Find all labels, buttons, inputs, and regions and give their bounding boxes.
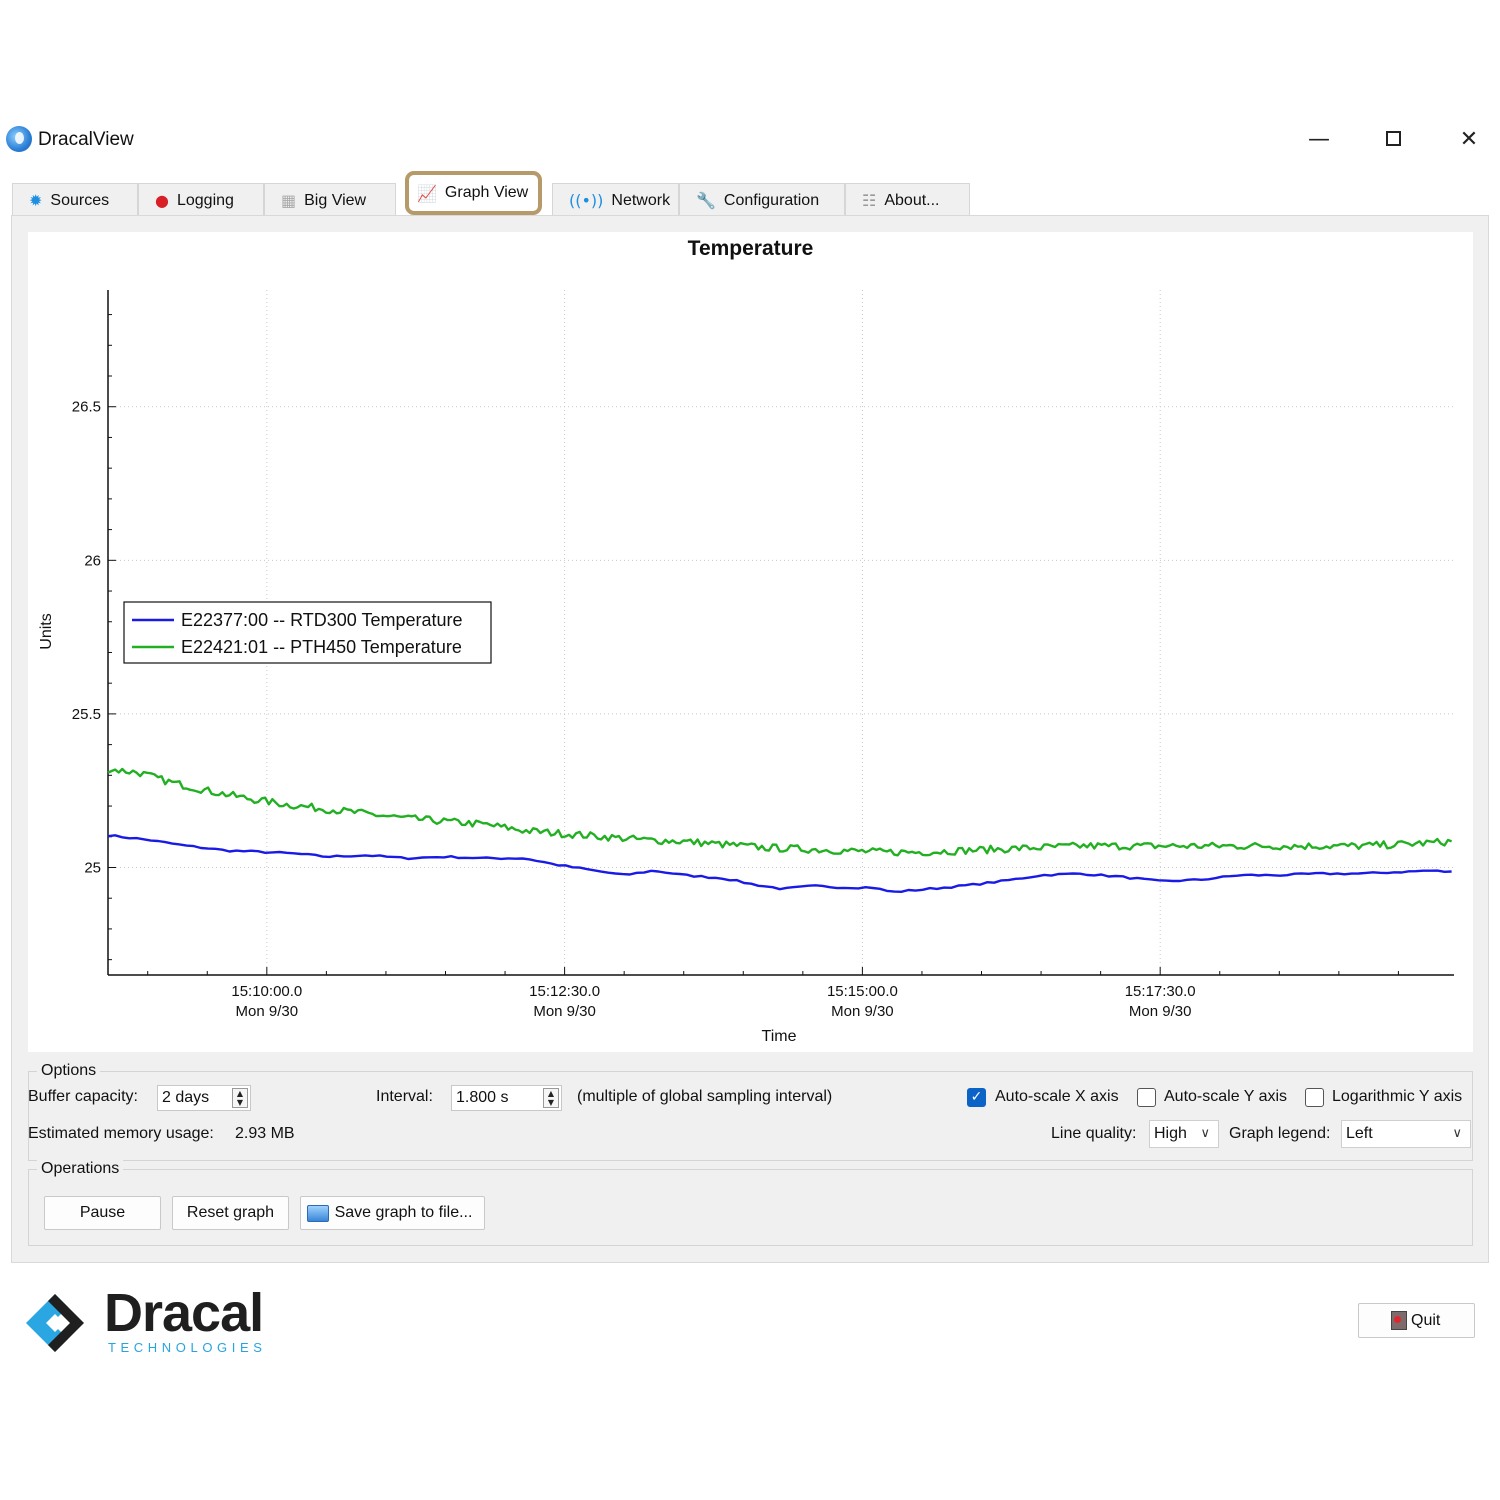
legend-entry: E22421:01 -- PTH450 Temperature <box>181 637 462 657</box>
interval-note: (multiple of global sampling interval) <box>577 1088 833 1105</box>
tab-logging[interactable]: ● Logging <box>138 183 264 217</box>
tab-big-view-label: Big View <box>304 191 367 209</box>
about-icon: ☷ <box>862 191 877 210</box>
line-quality-label: Line quality: <box>1051 1125 1137 1142</box>
memory-usage-value: 2.93 MB <box>235 1125 295 1142</box>
y-tick-label: 26 <box>84 552 101 569</box>
chevron-down-icon: ∨ <box>1452 1126 1462 1141</box>
minimize-button[interactable]: — <box>1308 127 1330 152</box>
save-graph-button[interactable]: Save graph to file... <box>300 1196 485 1230</box>
quit-label: Quit <box>1411 1312 1441 1329</box>
save-graph-label: Save graph to file... <box>334 1204 473 1221</box>
logo-word: Dracal <box>104 1283 264 1343</box>
buffer-capacity-value: 2 days <box>162 1089 210 1106</box>
tab-big-view[interactable]: ▦ Big View <box>264 183 396 217</box>
x-tick-label-time: 15:12:30.0 <box>529 983 600 1000</box>
tab-strip: ✹ Sources ● Logging ▦ Big View 📈 Graph V… <box>12 171 972 217</box>
app-window: DracalView — ✕ ✹ Sources ● Logging ▦ Big… <box>0 115 1500 1385</box>
buffer-capacity-label: Buffer capacity: <box>28 1088 138 1105</box>
options-title: Options <box>37 1062 101 1080</box>
legend-box <box>123 601 492 664</box>
x-tick-label-date: Mon 9/30 <box>831 1003 894 1020</box>
y-axis-label: Units <box>38 613 55 649</box>
legend-entry: E22377:00 -- RTD300 Temperature <box>181 610 463 630</box>
graph-view-panel: Temperature 15:10:00.0 Mon 9/30 15:12:30.0… <box>11 215 1489 1263</box>
tab-graph-view[interactable]: 📈 Graph View <box>405 171 542 215</box>
maximize-icon <box>1385 130 1401 146</box>
tab-configuration[interactable]: 🔧 Configuration <box>679 183 845 217</box>
tab-about[interactable]: ☷ About... <box>845 183 970 217</box>
autoscale-x-checkbox[interactable]: ✓ <box>967 1088 986 1107</box>
pause-button[interactable]: Pause <box>44 1196 161 1230</box>
x-tick-label-date: Mon 9/30 <box>1129 1003 1192 1020</box>
memory-usage-label: Estimated memory usage: <box>28 1125 214 1142</box>
x-axis-label: Time <box>762 1028 797 1045</box>
wrench-icon: 🔧 <box>696 191 716 210</box>
log-y-checkbox[interactable] <box>1305 1088 1324 1107</box>
title-bar: DracalView — ✕ <box>0 115 1500 165</box>
line-quality-select[interactable]: High ∨ <box>1149 1120 1219 1148</box>
tab-configuration-label: Configuration <box>723 191 820 209</box>
chevron-down-icon: ∨ <box>1200 1126 1210 1141</box>
app-logo-icon <box>6 126 32 152</box>
graph-legend-label: Graph legend: <box>1229 1125 1331 1142</box>
quit-button[interactable]: Quit <box>1358 1303 1475 1338</box>
x-tick-label-date: Mon 9/30 <box>533 1003 596 1020</box>
save-folder-icon <box>307 1205 329 1222</box>
y-tick-label: 25.5 <box>72 706 101 723</box>
buffer-capacity-spinbox[interactable]: 2 days ▲ ▼ <box>157 1085 251 1111</box>
dracal-logo-mark-icon <box>26 1294 84 1352</box>
interval-spin-arrows-icon[interactable]: ▲ ▼ <box>543 1088 559 1108</box>
network-icon: ((•)) <box>569 191 604 210</box>
graph-legend-select[interactable]: Left ∨ <box>1341 1120 1471 1148</box>
chart-title: Temperature <box>687 237 814 260</box>
reset-graph-button[interactable]: Reset graph <box>172 1196 289 1230</box>
tab-network-label: Network <box>611 191 671 209</box>
record-dot-icon: ● <box>155 191 169 210</box>
spin-arrows-icon[interactable]: ▲ ▼ <box>232 1088 248 1108</box>
graph-icon: 📈 <box>417 183 437 203</box>
graph-legend-value: Left <box>1346 1125 1373 1142</box>
tab-logging-label: Logging <box>176 191 234 209</box>
tab-about-label: About... <box>884 191 940 209</box>
series-line-2 <box>107 767 1453 857</box>
logo-subtitle: TECHNOLOGIES <box>108 1340 267 1355</box>
temperature-chart[interactable]: 15:10:00.0 Mon 9/30 15:12:30.0 Mon 9/30 15:1… <box>28 232 1473 1052</box>
tab-sources-label: Sources <box>50 191 110 209</box>
series-line-1 <box>107 834 1452 893</box>
window-title: DracalView <box>38 129 134 150</box>
tab-network[interactable]: ((•)) Network <box>552 183 679 217</box>
checkmark-icon: ✓ <box>970 1089 983 1105</box>
autoscale-y-label: Auto-scale Y axis <box>1164 1088 1288 1105</box>
interval-value: 1.800 s <box>456 1089 509 1106</box>
x-tick-label-time: 15:17:30.0 <box>1125 983 1196 1000</box>
operations-title: Operations <box>37 1160 124 1178</box>
tab-sources-item[interactable]: ✹ Sources <box>12 183 138 217</box>
y-tick-label: 26.5 <box>72 399 101 416</box>
x-tick-label-date: Mon 9/30 <box>236 1003 299 1020</box>
tab-graph-view-label: Graph View <box>444 184 529 201</box>
x-tick-label-time: 15:15:00.0 <box>827 983 898 1000</box>
gear-sources-icon: ✹ <box>29 191 43 210</box>
autoscale-x-label: Auto-scale X axis <box>995 1088 1119 1105</box>
log-y-label: Logarithmic Y axis <box>1332 1088 1463 1105</box>
operations-group <box>28 1169 1473 1246</box>
close-button[interactable]: ✕ <box>1459 127 1479 152</box>
autoscale-y-checkbox[interactable] <box>1137 1088 1156 1107</box>
exit-door-icon <box>1391 1311 1407 1330</box>
plot-area[interactable]: Temperature 15:10:00.0 Mon 9/30 15:12:30.0… <box>28 232 1473 1052</box>
y-tick-label: 25 <box>84 859 101 876</box>
big-view-icon: ▦ <box>281 191 297 210</box>
line-quality-value: High <box>1154 1125 1187 1142</box>
dracal-logo: Dracal TECHNOLOGIES <box>24 1283 284 1360</box>
x-tick-label-time: 15:10:00.0 <box>231 983 302 1000</box>
options-group <box>28 1071 1473 1161</box>
interval-spinbox[interactable]: 1.800 s ▲ ▼ <box>451 1085 562 1111</box>
maximize-button[interactable] <box>1373 123 1413 157</box>
interval-label: Interval: <box>376 1088 433 1105</box>
